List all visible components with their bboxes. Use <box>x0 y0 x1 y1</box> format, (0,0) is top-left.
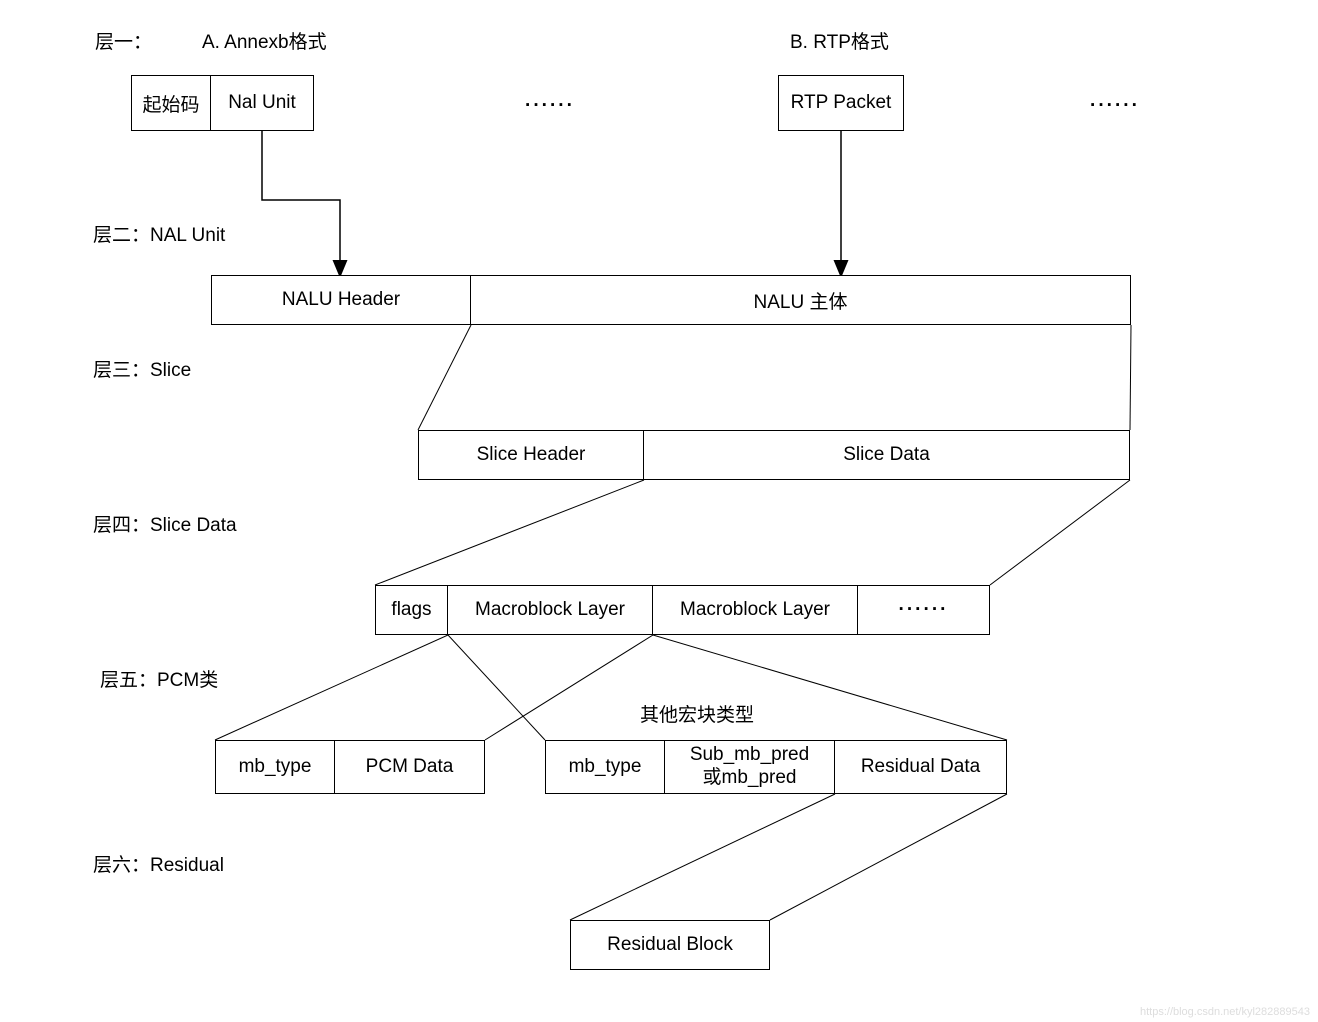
layer6-label: 层六：Residual <box>93 850 224 877</box>
watermark-text: https://blog.csdn.net/kyl282889543 <box>1140 1006 1310 1018</box>
format-b-label: B. RTP格式 <box>790 27 889 54</box>
format-a-label: A. Annexb格式 <box>202 27 327 54</box>
residual-block-box: Residual Block <box>570 920 770 970</box>
sub-mb-pred-box: Sub_mb_pred 或mb_pred <box>665 740 835 794</box>
mb-type-2-text: mb_type <box>569 756 642 778</box>
layer4-label: 层四：Slice Data <box>93 510 237 537</box>
rtp-packet-text: RTP Packet <box>791 92 892 114</box>
ellipsis-2: ······ <box>1090 95 1140 117</box>
slice-data-box: Slice Data <box>644 430 1130 480</box>
layer2-label: 层二：NAL Unit <box>93 220 225 247</box>
slice-header-box: Slice Header <box>418 430 644 480</box>
pcm-data-box: PCM Data <box>335 740 485 794</box>
nalu-body-box: NALU 主体 <box>471 275 1131 325</box>
mb-type-1-text: mb_type <box>239 756 312 778</box>
macroblock-ellipsis-box: ······ <box>858 585 990 635</box>
start-code-text: 起始码 <box>142 90 199 117</box>
pcm-data-text: PCM Data <box>366 756 454 778</box>
flags-box: flags <box>375 585 448 635</box>
nal-unit-box: Nal Unit <box>211 75 314 131</box>
nalu-body-text: NALU 主体 <box>754 287 848 314</box>
residual-block-text: Residual Block <box>607 934 733 956</box>
macroblock-1-box: Macroblock Layer <box>448 585 653 635</box>
slice-data-text: Slice Data <box>843 444 930 466</box>
mb-type-2-box: mb_type <box>545 740 665 794</box>
other-mb-type-label: 其他宏块类型 <box>640 700 754 727</box>
nal-unit-text: Nal Unit <box>228 92 296 114</box>
macroblock-2-box: Macroblock Layer <box>653 585 858 635</box>
residual-data-box: Residual Data <box>835 740 1007 794</box>
layer3-label: 层三：Slice <box>93 355 191 382</box>
ellipsis-1: ······ <box>525 95 575 117</box>
flags-text: flags <box>391 599 431 621</box>
layer5-label: 层五：PCM类 <box>100 665 218 692</box>
slice-header-text: Slice Header <box>477 444 586 466</box>
macroblock-ellipsis-text: ······ <box>899 599 949 621</box>
rtp-packet-box: RTP Packet <box>778 75 904 131</box>
residual-data-text: Residual Data <box>861 756 980 778</box>
start-code-box: 起始码 <box>131 75 211 131</box>
nalu-header-text: NALU Header <box>282 289 400 311</box>
layer1-label: 层一： <box>95 27 152 54</box>
nalu-header-box: NALU Header <box>211 275 471 325</box>
sub-mb-pred-text: Sub_mb_pred 或mb_pred <box>690 744 809 790</box>
diagram-container: 层一： A. Annexb格式 B. RTP格式 起始码 Nal Unit ··… <box>0 0 1318 1022</box>
mb-type-1-box: mb_type <box>215 740 335 794</box>
macroblock-2-text: Macroblock Layer <box>680 599 830 621</box>
macroblock-1-text: Macroblock Layer <box>475 599 625 621</box>
